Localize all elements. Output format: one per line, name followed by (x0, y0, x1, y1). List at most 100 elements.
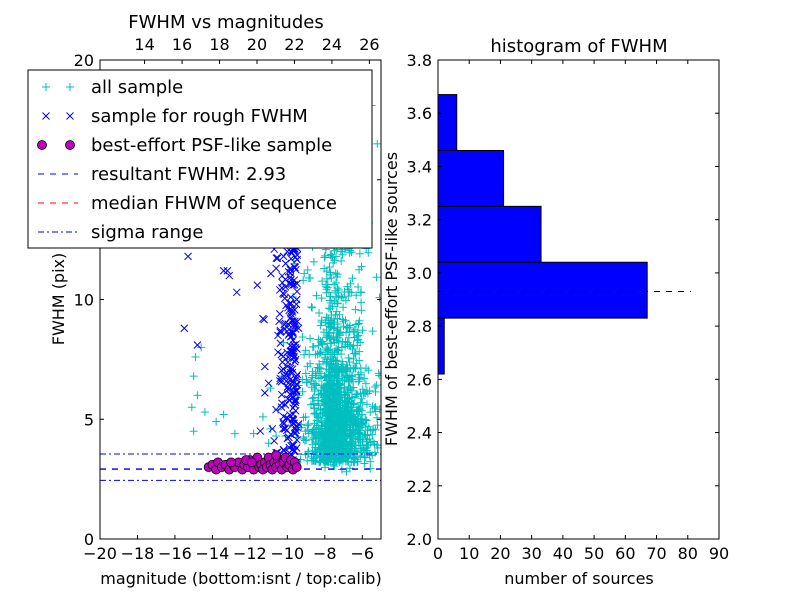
all-sample-point (330, 297, 339, 306)
rough-fwhm-point (264, 379, 273, 388)
all-sample-point (315, 308, 324, 317)
all-sample-point (372, 273, 381, 282)
all-sample-point (299, 413, 308, 422)
all-sample-point (316, 386, 325, 395)
rough-fwhm-point (291, 398, 300, 407)
rough-fwhm-point (232, 288, 241, 297)
x-stroke-b (268, 424, 277, 433)
all-sample-point (308, 373, 317, 382)
all-sample-point (329, 411, 338, 420)
scatter-chart-title: FWHM vs magnitudes (128, 12, 323, 33)
all-sample-point (341, 316, 350, 325)
all-sample-point (352, 359, 361, 368)
all-sample-point (316, 347, 325, 356)
x-stroke-b (277, 390, 286, 399)
rough-fwhm-point (260, 362, 269, 371)
all-sample-point (303, 265, 312, 274)
all-sample-point (357, 306, 366, 315)
all-sample-point (361, 379, 370, 388)
x-stroke-b (253, 281, 262, 289)
all-sample-point (344, 373, 353, 382)
all-sample-point (351, 441, 360, 450)
x-stroke-b (184, 252, 192, 261)
all-sample-point (347, 438, 356, 447)
all-sample-point (303, 362, 312, 371)
x-stroke-b (284, 303, 292, 312)
all-sample-point (357, 298, 366, 307)
x-stroke-b (180, 324, 189, 333)
all-sample-point (320, 253, 329, 262)
all-sample-point (314, 391, 323, 400)
x-stroke-b (274, 331, 282, 340)
all-sample-point (374, 369, 381, 378)
all-sample-point (357, 410, 366, 419)
x-stroke-b (286, 430, 295, 439)
all-sample-point (326, 251, 335, 260)
all-sample-point (301, 412, 310, 421)
all-sample-point (309, 342, 318, 351)
all-sample-point (310, 409, 319, 418)
all-sample-point (313, 451, 322, 460)
all-sample-point (301, 427, 310, 436)
x-stroke-b (292, 265, 300, 274)
x-stroke-b (225, 271, 234, 280)
x-stroke-b (279, 352, 288, 361)
all-sample-point (361, 431, 370, 440)
all-sample-point (320, 398, 329, 407)
all-sample-point (326, 445, 335, 454)
all-sample-point (344, 333, 353, 342)
all-sample-point (340, 401, 349, 410)
all-sample-point (342, 360, 351, 369)
all-sample-point (342, 323, 351, 332)
x-stroke-b (291, 321, 299, 330)
x-stroke-b (275, 310, 284, 318)
all-sample-point (323, 415, 332, 424)
all-sample-point (326, 348, 335, 357)
all-sample-point (362, 416, 371, 425)
all-sample-point (366, 408, 375, 417)
x-stroke-b (270, 436, 279, 445)
all-sample-point (318, 277, 327, 286)
x-stroke-b (274, 348, 282, 357)
all-sample-point (301, 346, 310, 355)
all-sample-point (317, 437, 326, 446)
all-sample-point (342, 434, 351, 443)
all-sample-point (349, 383, 358, 392)
all-sample-point (322, 274, 331, 283)
all-sample-point (364, 248, 373, 257)
all-sample-point (370, 448, 379, 457)
rough-fwhm-point (184, 252, 192, 261)
all-sample-point (321, 450, 330, 459)
all-sample-point (310, 430, 319, 439)
x-stroke-b (288, 308, 297, 316)
scatter-chart: FWHM vs magnitudes −20 −18 −16 −14 −12 −10 −8−… (27, 12, 382, 588)
all-sample-point (230, 429, 239, 438)
all-sample-point (311, 409, 320, 418)
all-sample-point (332, 278, 341, 287)
all-sample-point (323, 355, 332, 364)
all-sample-point (320, 264, 329, 273)
rough-fwhm-point (277, 390, 286, 399)
all-sample-point (197, 343, 206, 352)
all-sample-point (307, 302, 316, 311)
all-sample-point (314, 396, 323, 405)
all-sample-point (328, 393, 337, 402)
rough-fwhm-point (286, 293, 295, 302)
all-sample-point (337, 256, 346, 265)
rough-fwhm-point (286, 411, 294, 419)
all-sample-point (336, 247, 345, 256)
rough-fwhm-point (274, 348, 282, 357)
all-sample-point (329, 332, 338, 341)
all-sample-point (298, 387, 307, 396)
x-stroke-b (285, 306, 294, 315)
all-sample-point (347, 429, 356, 438)
all-sample-point (346, 279, 355, 288)
all-sample-point (191, 352, 200, 361)
all-sample-point (307, 377, 316, 386)
x-stroke-b (280, 294, 289, 303)
all-sample-point (327, 451, 336, 460)
all-sample-point (316, 321, 325, 330)
all-sample-point (354, 377, 363, 386)
all-sample-point (348, 446, 357, 455)
